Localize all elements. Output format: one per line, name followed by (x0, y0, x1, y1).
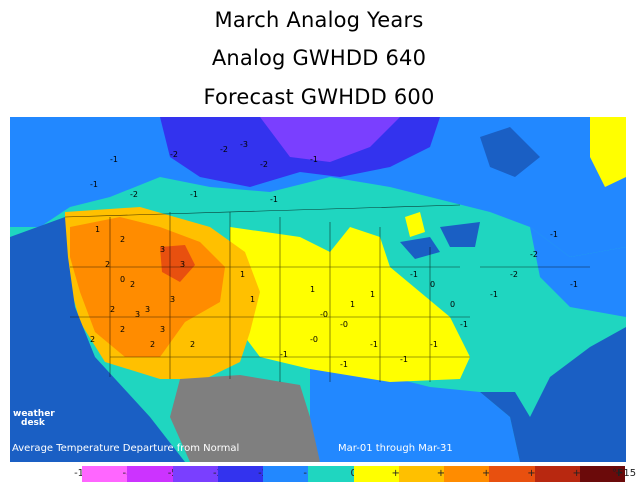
station-label: -1 (490, 290, 498, 299)
station-label: 2 (105, 260, 110, 269)
station-label: 1 (240, 270, 245, 279)
map-caption-right: Mar-01 through Mar-31 (338, 443, 453, 454)
station-label: -0 (320, 310, 328, 319)
temperature-departure-map: -1 -2 -2 -3 -2 -1 -1 -2 -1 -1 1 2 2 3 3 2 3 3 2 3 1 1 0 2 2 3 2 2 1 1… (10, 117, 626, 462)
title-line-1: March Analog Years (214, 8, 424, 32)
station-label: -1 (340, 360, 348, 369)
station-label: -1 (90, 180, 98, 189)
legend-label: +15 (615, 468, 637, 479)
station-label: -3 (240, 140, 248, 149)
station-label: -0 (340, 320, 348, 329)
color-legend: -15-8-5-3-2-10+1+2+3+5+8+15 (37, 466, 636, 482)
legend-swatch: +8 (534, 466, 587, 482)
station-label: 1 (350, 300, 355, 309)
legend-swatch: +5 (489, 466, 542, 482)
station-label: 1 (370, 290, 375, 299)
cold-core (260, 117, 400, 162)
station-label: -1 (190, 190, 198, 199)
warm-spot-michigan (405, 212, 425, 237)
station-label: -2 (260, 160, 268, 169)
logo-line-2: desk (21, 418, 45, 428)
cool-zone-north (10, 117, 626, 257)
cool-zone-northeast (530, 227, 626, 317)
station-label: 2 (110, 305, 115, 314)
warm-zone (230, 227, 470, 382)
legend-unit: °F (612, 468, 623, 479)
legend-swatch: -5 (127, 466, 178, 482)
hudson-bay (480, 127, 540, 177)
legend-label: -5 (163, 468, 183, 479)
station-label: 1 (250, 295, 255, 304)
station-label: -1 (400, 355, 408, 364)
pacific-ocean (10, 217, 185, 462)
legend-label: -1 (298, 468, 318, 479)
station-label: -2 (170, 150, 178, 159)
logo-line-1: weather (13, 409, 55, 419)
legend-swatch: +1 (353, 466, 406, 482)
station-label: -1 (370, 340, 378, 349)
station-label: 3 (180, 260, 185, 269)
legend-swatch: -15 (37, 466, 90, 482)
station-label: 2 (150, 340, 155, 349)
station-label: -1 (550, 230, 558, 239)
station-label: 2 (190, 340, 195, 349)
hottest-core (160, 245, 195, 282)
legend-swatch: -1 (263, 466, 313, 482)
mexico-region (170, 375, 320, 462)
station-label: 2 (120, 325, 125, 334)
station-label: -0 (310, 335, 318, 344)
station-label: 2 (130, 280, 135, 289)
station-label: -2 (220, 145, 228, 154)
legend-label: -2 (253, 468, 273, 479)
map-caption-left: Average Temperature Departure from Norma… (12, 443, 240, 454)
station-label: -1 (410, 270, 418, 279)
legend-swatch: -3 (172, 466, 223, 482)
cool-zone-south (310, 367, 520, 462)
weatherdesk-logo: weather desk (13, 410, 55, 428)
station-label: 0 (450, 300, 455, 309)
legend-swatch: 0 (308, 466, 357, 482)
station-label: 1 (95, 225, 100, 234)
station-label: -1 (570, 280, 578, 289)
legend-swatch: +15 (579, 466, 636, 482)
title-line-3: Forecast GWHDD 600 (203, 85, 435, 109)
station-label: 2 (90, 335, 95, 344)
atlantic-ocean (450, 327, 626, 462)
legend-swatch: +2 (398, 466, 451, 482)
warm-spot-quebec (590, 117, 626, 187)
legend-label: -3 (208, 468, 228, 479)
station-label: -2 (530, 250, 538, 259)
station-label: 1 (310, 285, 315, 294)
station-label: -1 (310, 155, 318, 164)
station-label: -1 (270, 195, 278, 204)
station-label: 3 (135, 310, 140, 319)
legend-swatch: +3 (444, 466, 497, 482)
legend-swatch: -8 (82, 466, 132, 482)
station-label: -1 (460, 320, 468, 329)
station-label: 0 (430, 280, 435, 289)
legend-swatch: -2 (217, 466, 268, 482)
station-label: -1 (280, 350, 288, 359)
station-label: 0 (120, 275, 125, 284)
station-label: 3 (160, 325, 165, 334)
station-label: -2 (510, 270, 518, 279)
station-label: 3 (170, 295, 175, 304)
station-label: 2 (120, 235, 125, 244)
station-label: 3 (160, 245, 165, 254)
title-line-2: Analog GWHDD 640 (211, 46, 427, 70)
station-label: -1 (430, 340, 438, 349)
great-lakes-east (440, 222, 480, 247)
state-borders (64, 204, 590, 382)
station-label: -2 (130, 190, 138, 199)
station-label: -1 (110, 155, 118, 164)
station-label: 3 (145, 305, 150, 314)
legend-label: -8 (117, 468, 137, 479)
